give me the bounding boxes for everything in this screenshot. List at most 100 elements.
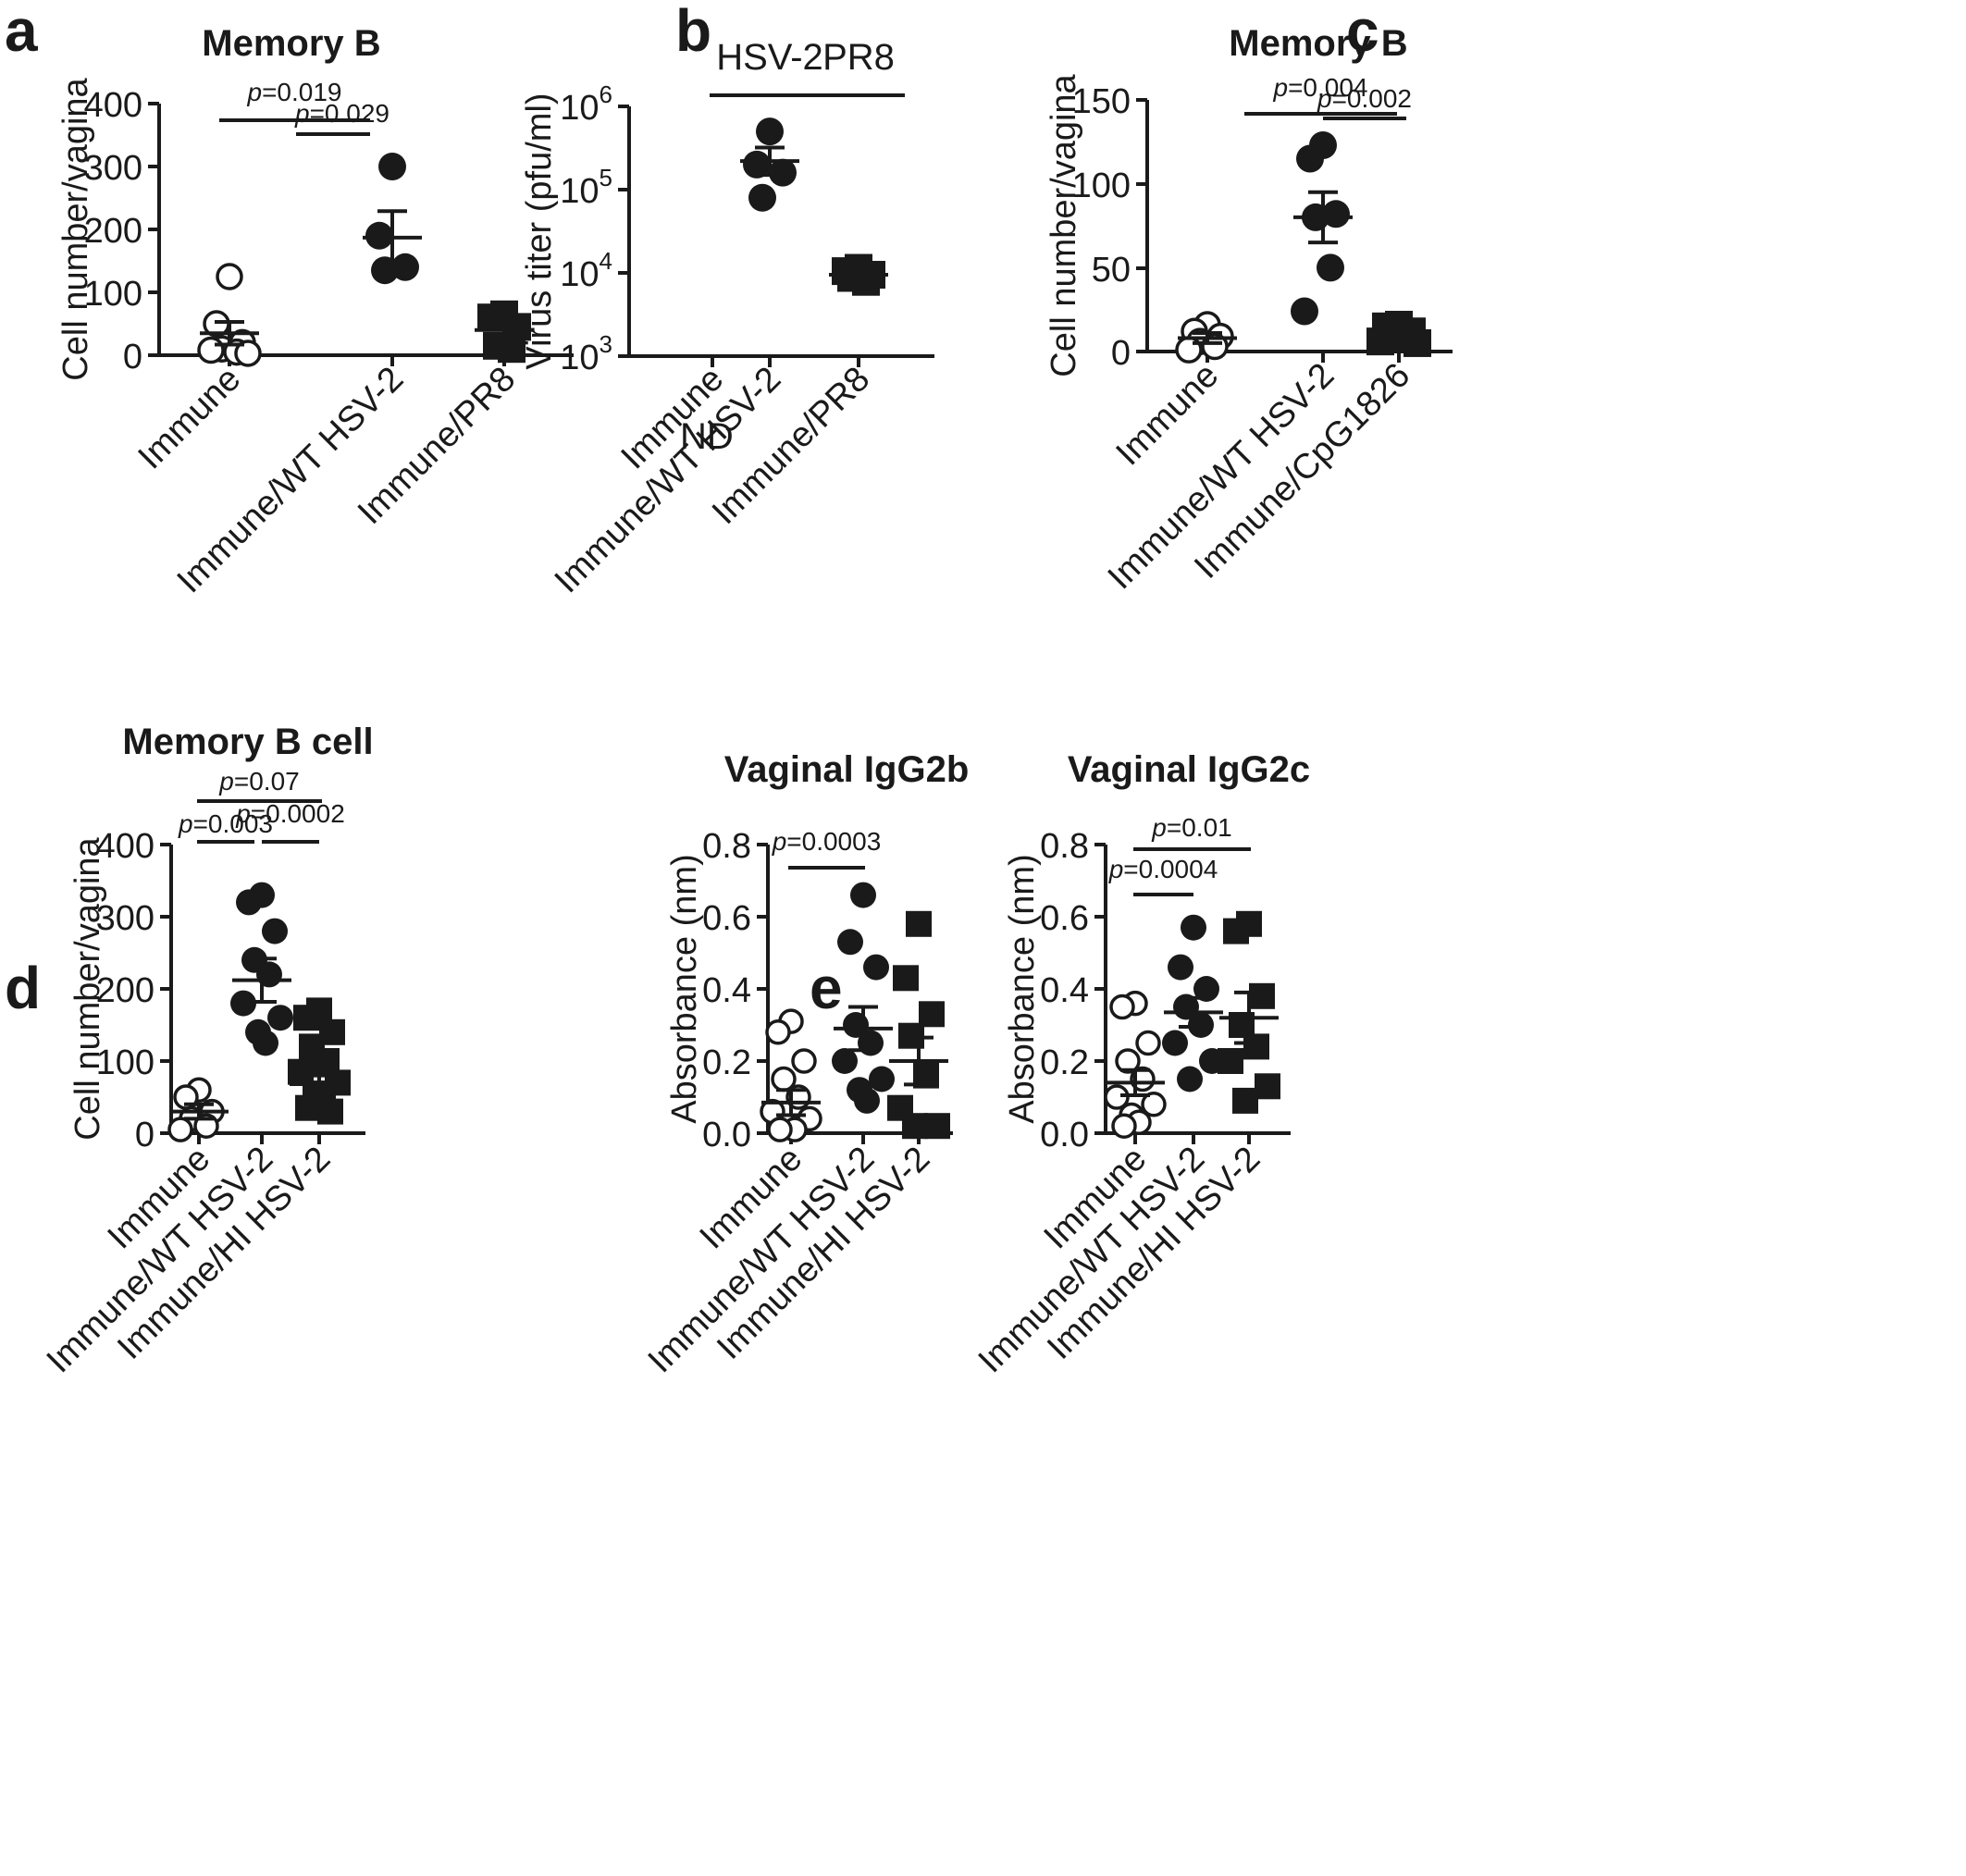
data-point [365,221,393,250]
data-point [314,1048,340,1074]
data-point [1322,200,1350,228]
data-point [869,1066,895,1092]
data-point [1317,253,1344,282]
data-point [893,965,919,992]
group-header: HSV-2 [716,37,823,78]
nd-annotation: ND [680,416,734,457]
data-point [1181,914,1206,941]
y-tick-label: 0.0 [702,1116,751,1154]
x-tick-label: Immune [131,360,249,477]
panel-letter-e: e [810,955,843,1021]
data-point [236,889,262,916]
data-point [1135,1030,1161,1056]
data-point [863,954,889,981]
chart-title: Vaginal IgG2c [1068,749,1310,790]
panel-letter-d: d [5,955,41,1021]
p-value-label: p=0.01 [1151,813,1231,842]
p-value-label: p=0.019 [247,78,342,106]
y-tick-label: 0.2 [702,1043,751,1082]
p-value-label: p=0.003 [178,809,273,838]
data-point [832,1048,858,1074]
chart-title: Vaginal IgG2b [724,749,970,790]
data-point [924,1113,950,1140]
data-point [767,1117,793,1142]
y-tick-label: 200 [96,971,155,1010]
data-point [854,1087,880,1114]
p-value-label: p=0.0003 [772,827,882,856]
data-point [234,339,262,367]
data-point [765,1019,791,1045]
x-tick-label: Immune [1109,356,1227,474]
data-point [197,336,225,364]
chart-title: Memory B cell [122,722,373,762]
y-tick-label: 0 [1111,334,1131,373]
p-value-label: p=0.002 [1317,84,1412,113]
y-tick-label: 100 [84,275,142,314]
y-tick-label: 0.8 [1040,827,1089,866]
y-tick-label: 100 [96,1043,155,1082]
y-tick-label: 0.2 [1040,1043,1089,1082]
panel-letter-b: b [675,0,711,64]
y-tick-label: 0.4 [1040,971,1089,1010]
y-axis-label: Virus titer (pfu/ml) [520,93,559,369]
data-point [1291,297,1318,326]
data-point [262,918,288,944]
data-point [1249,982,1275,1009]
y-tick-label: 0.8 [702,827,751,866]
chart-title: Memory B [1229,23,1407,64]
data-point [837,929,863,956]
y-tick-label: 100 [1072,167,1131,205]
data-point [378,153,406,180]
data-point [743,150,771,179]
data-point [1115,1048,1141,1074]
data-point [293,1005,319,1031]
data-point [253,1030,278,1056]
data-point [167,1117,193,1142]
y-axis-label: Absorbance (nm) [1003,854,1042,1123]
data-point [1111,1113,1137,1139]
y-tick-label: 50 [1092,251,1131,290]
data-point [216,263,243,290]
p-value-label: p=0.07 [218,767,299,796]
data-point [902,1113,928,1140]
data-point [906,910,932,937]
data-point [791,1048,817,1074]
data-point [317,1098,343,1125]
data-point [748,183,776,212]
panel-letter-a: a [5,0,38,64]
data-point [230,990,256,1017]
y-tick-label: 104 [560,247,612,294]
p-value-label: p=0.004 [1273,73,1368,102]
y-tick-label: 0 [135,1116,155,1154]
y-tick-label: 105 [560,164,612,211]
data-point [295,1094,321,1121]
data-point [371,256,399,285]
p-value-label: p=0.029 [294,99,389,128]
data-point [1141,1092,1167,1117]
y-tick-label: 200 [84,212,142,251]
data-point [1168,954,1193,981]
y-axis-label: Cell number/vagina [1045,73,1083,376]
data-point [769,158,797,187]
p-value-label: p=0.0004 [1108,855,1218,883]
panel-letter-c: c [1346,0,1379,64]
y-tick-label: 0 [123,338,142,376]
group-header: PR8 [822,37,895,78]
data-point [1177,1066,1203,1092]
y-tick-label: 400 [84,86,142,125]
y-tick-label: 103 [560,330,612,377]
y-tick-label: 0.4 [702,971,751,1010]
data-point [1255,1073,1280,1100]
data-point [1162,1030,1188,1056]
y-tick-label: 106 [560,80,612,128]
data-point [919,1001,945,1028]
y-axis-label: Cell number/vagina [56,77,95,380]
data-point [1218,1048,1243,1074]
data-point [850,882,876,908]
data-point [756,117,784,146]
